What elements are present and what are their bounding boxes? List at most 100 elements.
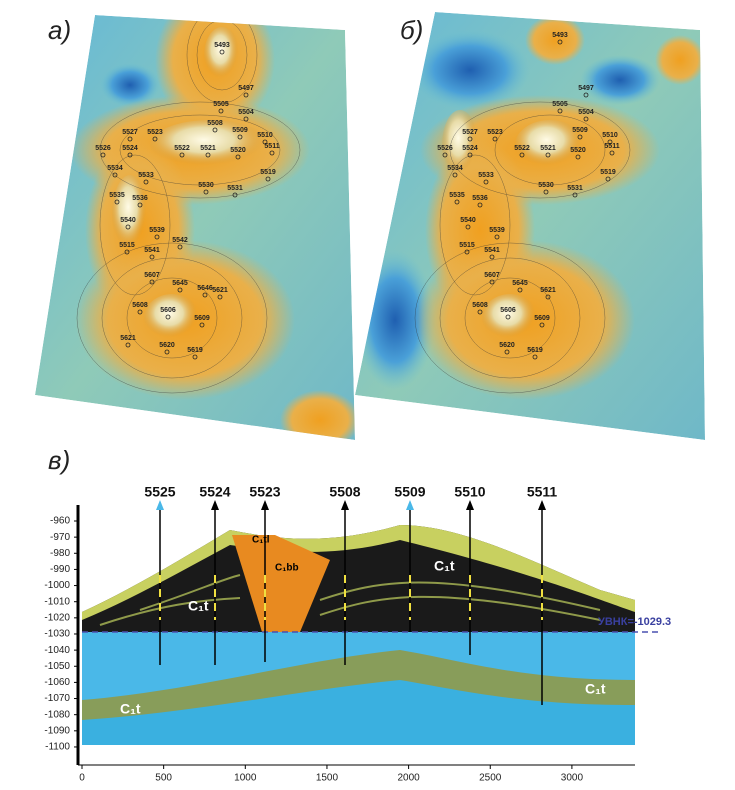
well-label: 5540 bbox=[460, 217, 476, 224]
well-label: 5534 bbox=[447, 165, 463, 172]
well-label: 5521 bbox=[540, 145, 556, 152]
well-number: 5511 bbox=[527, 484, 558, 500]
well-label: 5493 bbox=[214, 42, 230, 49]
y-tick-label: -1020 bbox=[44, 612, 70, 623]
x-tick-label: 3000 bbox=[561, 773, 584, 784]
well-label: 5533 bbox=[478, 172, 494, 179]
x-tick-label: 1500 bbox=[316, 773, 339, 784]
well-label: 5542 bbox=[172, 237, 188, 244]
formation-label: C₁tl bbox=[252, 535, 270, 546]
well-label: 5620 bbox=[159, 342, 175, 349]
well-label: 5619 bbox=[187, 347, 203, 354]
formation-label: C₁t bbox=[434, 558, 455, 574]
well-label: 5519 bbox=[260, 169, 276, 176]
panel-label: в) bbox=[48, 445, 70, 475]
well-label: 5645 bbox=[172, 280, 188, 287]
y-tick-label: -980 bbox=[50, 548, 70, 559]
well-label: 5535 bbox=[449, 192, 465, 199]
well-label: 5645 bbox=[512, 280, 528, 287]
well-label: 5522 bbox=[514, 145, 530, 152]
formation-label: C₁t bbox=[585, 681, 606, 697]
well-label: 5497 bbox=[578, 85, 594, 92]
y-tick-label: -1040 bbox=[44, 645, 70, 656]
well-label: 5522 bbox=[174, 145, 190, 152]
panel-label: а) bbox=[48, 15, 71, 45]
well-number: 5509 bbox=[394, 484, 425, 500]
well-label: 5508 bbox=[207, 120, 223, 127]
map-a bbox=[35, 0, 360, 450]
well-label: 5524 bbox=[462, 145, 478, 152]
well-label: 5606 bbox=[500, 307, 516, 314]
well-label: 5521 bbox=[200, 145, 216, 152]
well-label: 5531 bbox=[227, 185, 243, 192]
well-number: 5524 bbox=[199, 484, 230, 500]
well-arrow bbox=[341, 500, 349, 510]
well-label: 5530 bbox=[198, 182, 214, 189]
well-label: 5527 bbox=[462, 129, 478, 136]
well-label: 5536 bbox=[132, 195, 148, 202]
well-number: 5523 bbox=[249, 484, 280, 500]
well-label: 5530 bbox=[538, 182, 554, 189]
y-tick-label: -1000 bbox=[44, 580, 70, 591]
well-arrow bbox=[211, 500, 219, 510]
well-label: 5608 bbox=[132, 302, 148, 309]
well-label: 5621 bbox=[120, 335, 136, 342]
well-label: 5515 bbox=[119, 242, 135, 249]
figure: а) б) в) УВНК=-1029.3 549354975505550455… bbox=[0, 0, 735, 790]
well-label: 5536 bbox=[472, 195, 488, 202]
well-label: 5606 bbox=[160, 307, 176, 314]
well-label: 5510 bbox=[602, 132, 618, 139]
map-b bbox=[355, 12, 705, 440]
well-label: 5527 bbox=[122, 129, 138, 136]
x-tick-label: 2500 bbox=[479, 773, 502, 784]
well-label: 5497 bbox=[238, 85, 254, 92]
well-label: 5607 bbox=[484, 272, 500, 279]
well-label: 5505 bbox=[213, 101, 229, 108]
well-label: 5511 bbox=[604, 143, 619, 150]
well-label: 5511 bbox=[264, 143, 279, 150]
well-arrow bbox=[406, 500, 414, 510]
y-tick-label: -1010 bbox=[44, 596, 70, 607]
well-number: 5525 bbox=[144, 484, 175, 500]
well-label: 5524 bbox=[122, 145, 138, 152]
well-label: 5534 bbox=[107, 165, 123, 172]
y-tick-label: -970 bbox=[50, 532, 70, 543]
well-label: 5540 bbox=[120, 217, 136, 224]
well-number: 5508 bbox=[329, 484, 360, 500]
y-tick-label: -990 bbox=[50, 564, 70, 575]
well-label: 5504 bbox=[578, 109, 594, 116]
well-label: 5515 bbox=[459, 242, 475, 249]
well-label: 5519 bbox=[600, 169, 616, 176]
well-label: 5539 bbox=[489, 227, 505, 234]
well-label: 5535 bbox=[109, 192, 125, 199]
well-label: 5533 bbox=[138, 172, 154, 179]
well-label: 5509 bbox=[232, 127, 248, 134]
well-label: 5609 bbox=[194, 315, 210, 322]
y-tick-label: -1030 bbox=[44, 629, 70, 640]
well-label: 5509 bbox=[572, 127, 588, 134]
well-arrow bbox=[466, 500, 474, 510]
well-label: 5523 bbox=[487, 129, 503, 136]
well-label: 5646 bbox=[197, 285, 213, 292]
well-label: 5541 bbox=[144, 247, 160, 254]
y-tick-label: -1050 bbox=[44, 661, 70, 672]
y-tick-label: -960 bbox=[50, 516, 70, 527]
y-tick-label: -1080 bbox=[44, 709, 70, 720]
well-label: 5539 bbox=[149, 227, 165, 234]
y-tick-label: -1090 bbox=[44, 725, 70, 736]
x-tick-label: 1000 bbox=[234, 773, 257, 784]
well-arrow bbox=[156, 500, 164, 510]
well-label: 5621 bbox=[540, 287, 556, 294]
well-label: 5510 bbox=[257, 132, 273, 139]
panel-label: б) bbox=[400, 15, 423, 45]
x-tick-label: 0 bbox=[79, 773, 85, 784]
cross-section bbox=[78, 505, 660, 765]
y-tick-label: -1060 bbox=[44, 677, 70, 688]
well-label: 5505 bbox=[552, 101, 568, 108]
y-tick-label: -1070 bbox=[44, 693, 70, 704]
well-label: 5520 bbox=[570, 147, 586, 154]
well-arrow bbox=[261, 500, 269, 510]
well-label: 5621 bbox=[212, 287, 228, 294]
x-tick-label: 2000 bbox=[397, 773, 420, 784]
well-label: 5520 bbox=[230, 147, 246, 154]
